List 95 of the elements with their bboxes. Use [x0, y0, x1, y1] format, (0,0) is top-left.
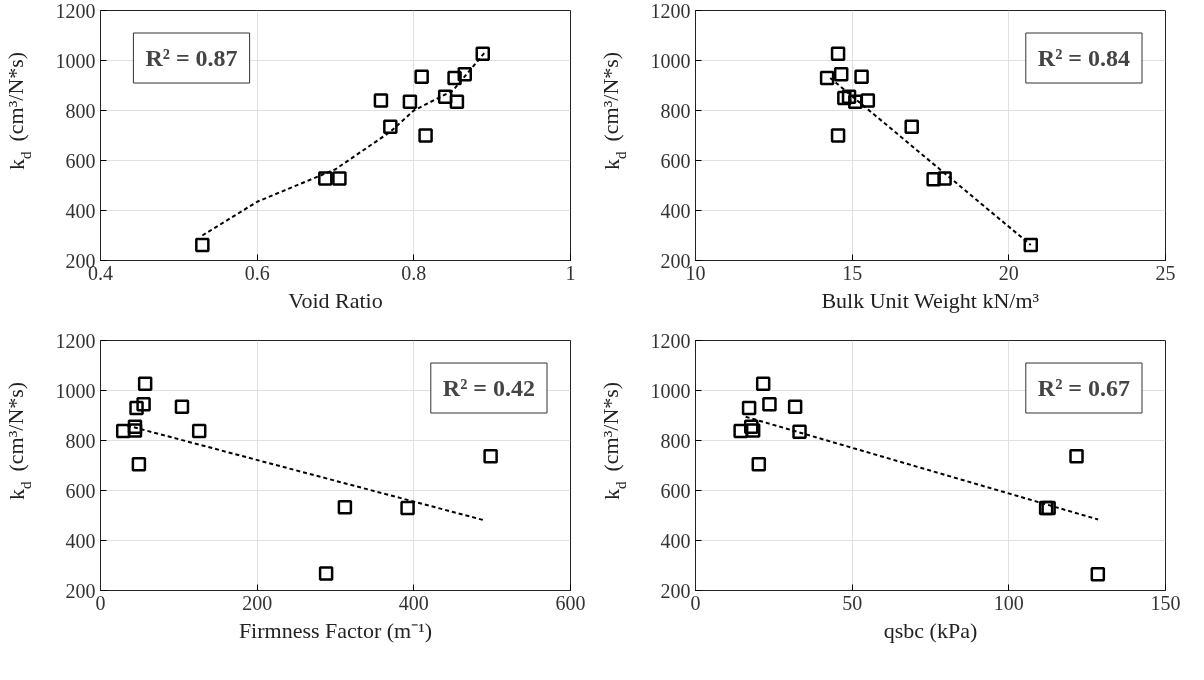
point: [400, 500, 415, 516]
point: [457, 67, 472, 82]
point: [136, 397, 151, 412]
x-tick-label: 0: [95, 591, 106, 614]
point: [819, 70, 835, 86]
point: [115, 423, 131, 439]
x-tick-label: 100: [993, 591, 1024, 614]
x-tick-label: 200: [242, 591, 273, 614]
y-axis-title: kd (cm³/N*s): [3, 381, 34, 500]
y-tick-label: 1200: [650, 0, 691, 22]
point: [318, 171, 333, 186]
point: [1023, 237, 1039, 253]
point: [191, 423, 207, 439]
annotation: R² = 0.67: [1037, 375, 1130, 401]
point: [418, 128, 433, 143]
point: [741, 400, 757, 416]
point: [174, 399, 190, 414]
point: [841, 89, 857, 104]
point: [437, 89, 453, 104]
point: [904, 119, 919, 134]
y-tick-label: 800: [65, 99, 96, 122]
x-axis-title: qsbc (kPa): [883, 617, 978, 643]
point: [744, 419, 759, 434]
x-axis-title: Bulk Unit Weight kN/m³: [821, 287, 1040, 313]
x-tick-label: 15: [842, 261, 863, 284]
point: [733, 423, 748, 439]
point: [830, 128, 846, 143]
x-tick-label: 150: [1150, 591, 1181, 614]
y-tick-label: 1000: [650, 49, 691, 72]
y-tick-label: 400: [65, 529, 96, 552]
point: [745, 423, 761, 438]
y-tick-label: 600: [660, 149, 691, 172]
point: [762, 397, 777, 412]
point: [337, 500, 353, 515]
y-tick-label: 400: [65, 199, 96, 222]
x-tick-label: 20: [998, 261, 1019, 284]
point: [833, 67, 849, 82]
y-tick-label: 600: [65, 479, 96, 502]
point: [127, 419, 143, 434]
y-tick-label: 1200: [55, 329, 96, 352]
annotation: R² = 0.42: [442, 375, 535, 401]
x-tick-label: 400: [398, 591, 429, 614]
point: [1069, 449, 1084, 464]
y-tick-label: 600: [65, 149, 96, 172]
point: [792, 424, 807, 439]
point: [318, 566, 334, 581]
annotation: R² = 0.84: [1037, 45, 1130, 71]
annotation: R² = 0.87: [145, 45, 238, 71]
y-tick-label: 1200: [55, 0, 96, 22]
y-axis-title: kd (cm³/N*s): [3, 51, 34, 170]
y-tick-label: 1000: [650, 379, 691, 402]
y-tick-label: 1000: [55, 49, 96, 72]
point: [751, 457, 767, 472]
y-tick-label: 800: [660, 99, 691, 122]
point: [1090, 567, 1106, 582]
point: [195, 237, 210, 253]
point: [926, 172, 941, 187]
x-axis-title: Void Ratio: [288, 287, 383, 313]
y-tick-label: 800: [65, 429, 96, 452]
point: [414, 69, 429, 84]
x-tick-label: 50: [842, 591, 863, 614]
point: [332, 171, 347, 186]
point: [755, 376, 771, 391]
point: [860, 93, 876, 108]
x-tick-label: 1: [565, 261, 576, 284]
x-tick-label: 0.8: [401, 261, 427, 284]
point: [131, 457, 147, 472]
point: [854, 69, 869, 84]
y-tick-label: 800: [660, 429, 691, 452]
x-tick-label: 0: [690, 591, 701, 614]
point: [383, 119, 398, 134]
y-tick-label: 1000: [55, 379, 96, 402]
point: [475, 46, 491, 61]
y-tick-label: 400: [660, 199, 691, 222]
point: [449, 94, 465, 109]
point: [127, 423, 143, 438]
x-tick-label: 0.6: [244, 261, 270, 284]
y-tick-label: 400: [660, 529, 691, 552]
point: [402, 94, 418, 109]
x-tick-label: 25: [1155, 261, 1176, 284]
point: [447, 70, 462, 86]
point: [830, 46, 846, 61]
point: [837, 90, 852, 106]
point: [129, 400, 144, 416]
point: [937, 171, 952, 186]
point: [373, 93, 389, 108]
point: [787, 399, 803, 414]
y-axis-title: kd (cm³/N*s): [598, 51, 629, 170]
point: [137, 376, 153, 391]
y-tick-label: 1200: [650, 329, 691, 352]
x-tick-label: 600: [555, 591, 586, 614]
point: [483, 449, 498, 464]
y-tick-label: 600: [660, 479, 691, 502]
x-axis-title: Firmness Factor (m⁻¹): [238, 617, 433, 643]
y-axis-title: kd (cm³/N*s): [598, 381, 629, 500]
